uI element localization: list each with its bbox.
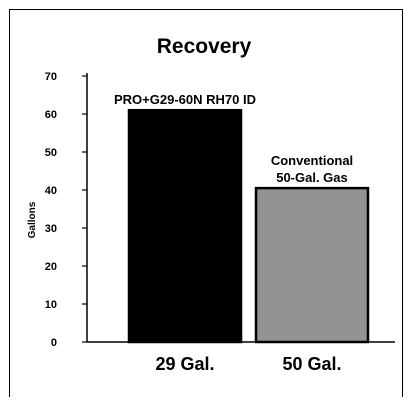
bar-data-label: PRO+G29-60N RH70 ID xyxy=(114,92,256,107)
y-tick-label: 70 xyxy=(45,71,57,83)
bar-data-label: Conventional xyxy=(271,153,353,168)
y-tick-label: 30 xyxy=(45,223,57,235)
y-tick-label: 10 xyxy=(45,299,57,311)
y-tick-label: 40 xyxy=(45,185,57,197)
recovery-bar-chart: Recovery Gallons 0 10 20 30 40 50 60 70 29 Gal.… xyxy=(27,35,395,374)
bar-data-label: 50-Gal. Gas xyxy=(276,170,348,185)
bar-1 xyxy=(127,108,243,344)
y-tick-label: 60 xyxy=(45,109,57,121)
x-category-label: 29 Gal. xyxy=(155,354,214,374)
y-tick-label: 20 xyxy=(45,261,57,273)
y-tick-label: 50 xyxy=(45,147,57,159)
y-axis-label: Gallons xyxy=(27,201,38,238)
x-category-label: 50 Gal. xyxy=(282,354,341,374)
bar-2 xyxy=(254,186,370,344)
chart-title: Recovery xyxy=(157,35,252,58)
chart-frame: Recovery Gallons 0 10 20 30 40 50 60 70 29 Gal.… xyxy=(9,9,403,397)
y-tick-label: 0 xyxy=(51,337,57,349)
